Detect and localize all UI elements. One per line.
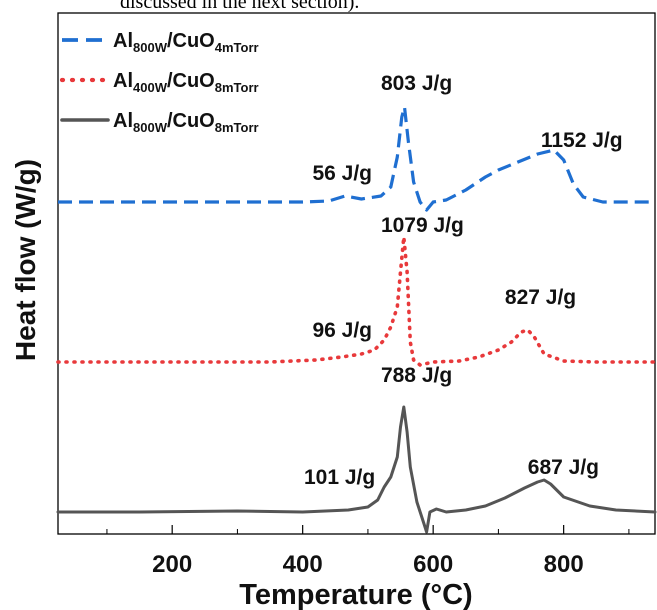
series-layer	[56, 105, 657, 534]
series-line-2	[56, 235, 657, 367]
peak-annotation: 827 J/g	[505, 286, 576, 309]
legend-label-1: Al800W/CuO4mTorr	[113, 30, 259, 55]
x-tick-label: 600	[413, 551, 453, 578]
peak-annotation: 803 J/g	[381, 72, 452, 95]
x-tick-label: 800	[544, 551, 584, 578]
peak-annotation: 687 J/g	[528, 456, 599, 479]
peak-annotation: 101 J/g	[304, 466, 375, 489]
legend: Al800W/CuO4mTorr Al400W/CuO8mTorr Al800W/C…	[59, 30, 259, 135]
series-line-1	[58, 105, 655, 212]
peak-annotation: 1152 J/g	[541, 129, 623, 152]
peak-annotation: 96 J/g	[312, 319, 372, 342]
peak-annotation: 1079 J/g	[381, 214, 464, 237]
peak-annotation: 788 J/g	[381, 364, 452, 387]
peak-annotation: 56 J/g	[312, 162, 372, 185]
series-line-3	[56, 405, 657, 534]
x-axis-ticks: 200 400 600 800	[106, 525, 630, 578]
caption-fragment: discussed in the next section).	[120, 0, 360, 13]
x-tick-label: 200	[152, 551, 192, 578]
plot-frame	[57, 12, 656, 535]
annotation-layer: 803 J/g 56 J/g 1152 J/g 1079 J/g 96 J/g 827 J…	[304, 72, 623, 489]
x-axis-label: Temperature (°C)	[239, 579, 472, 610]
legend-label-2: Al400W/CuO8mTorr	[113, 70, 259, 95]
y-axis-label: Heat flow (W/g)	[10, 159, 41, 361]
legend-label-3: Al800W/CuO8mTorr	[113, 110, 259, 135]
x-tick-label: 400	[283, 551, 323, 578]
